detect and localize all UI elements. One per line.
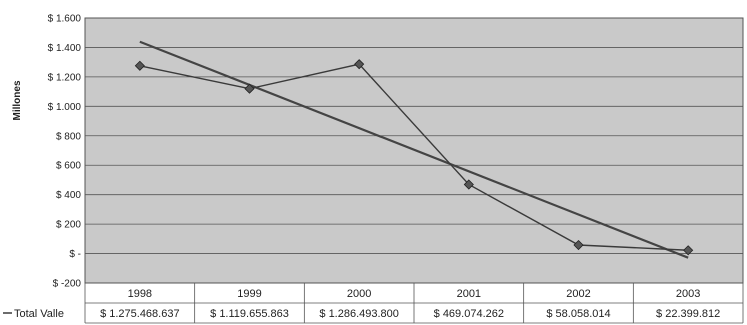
data-point-2003 (683, 245, 694, 256)
category-label: 1999 (237, 288, 261, 300)
y-tick-label: $ 600 (56, 161, 81, 172)
y-tick-label: $ 1.000 (48, 102, 82, 113)
category-label: 1998 (128, 288, 152, 300)
data-label: $ 1.275.468.637 (100, 308, 180, 320)
data-point-2000 (354, 59, 365, 70)
legend-entry-total-valle: Total Valle (14, 308, 64, 320)
data-table: 1998 $ 1.275.468.637 1999 $ 1.119.655.863 20… (84, 283, 744, 324)
data-label: $ 469.074.262 (434, 308, 504, 320)
y-tick-label: $ 400 (56, 190, 81, 201)
data-label: $ 1.286.493.800 (319, 308, 399, 320)
data-label: $ 22.399.812 (656, 308, 720, 320)
y-tick-label: $ 800 (56, 131, 81, 142)
y-tick-label: $ 200 (56, 220, 81, 231)
trendline (139, 40, 689, 259)
series-total-valle (134, 59, 694, 256)
series-line (139, 63, 689, 251)
category-label: 2002 (566, 288, 590, 300)
data-point-2001 (463, 179, 474, 190)
category-label: 2003 (676, 288, 700, 300)
y-tick-label: $ 1.200 (48, 72, 82, 83)
y-axis-tick-labels: $ -200 $ - $ 200 $ 400 $ 600 $ 800 $ 1.000 $ 1.… (48, 14, 82, 290)
data-point-2002 (573, 239, 584, 251)
category-label: 2000 (347, 288, 371, 300)
y-axis-title: Millones (12, 80, 23, 120)
trendline-line (139, 40, 689, 259)
data-label: $ 1.119.655.863 (210, 308, 289, 320)
y-tick-label: $ 1.400 (48, 43, 82, 54)
category-label: 2001 (457, 288, 481, 300)
y-tick-label: $ 1.600 (48, 14, 82, 25)
data-point-1999 (244, 83, 255, 94)
y-tick-label: $ - (69, 249, 81, 260)
data-label: $ 58.058.014 (546, 308, 610, 320)
y-tick-label: $ -200 (53, 279, 82, 290)
data-point-1998 (134, 60, 145, 71)
